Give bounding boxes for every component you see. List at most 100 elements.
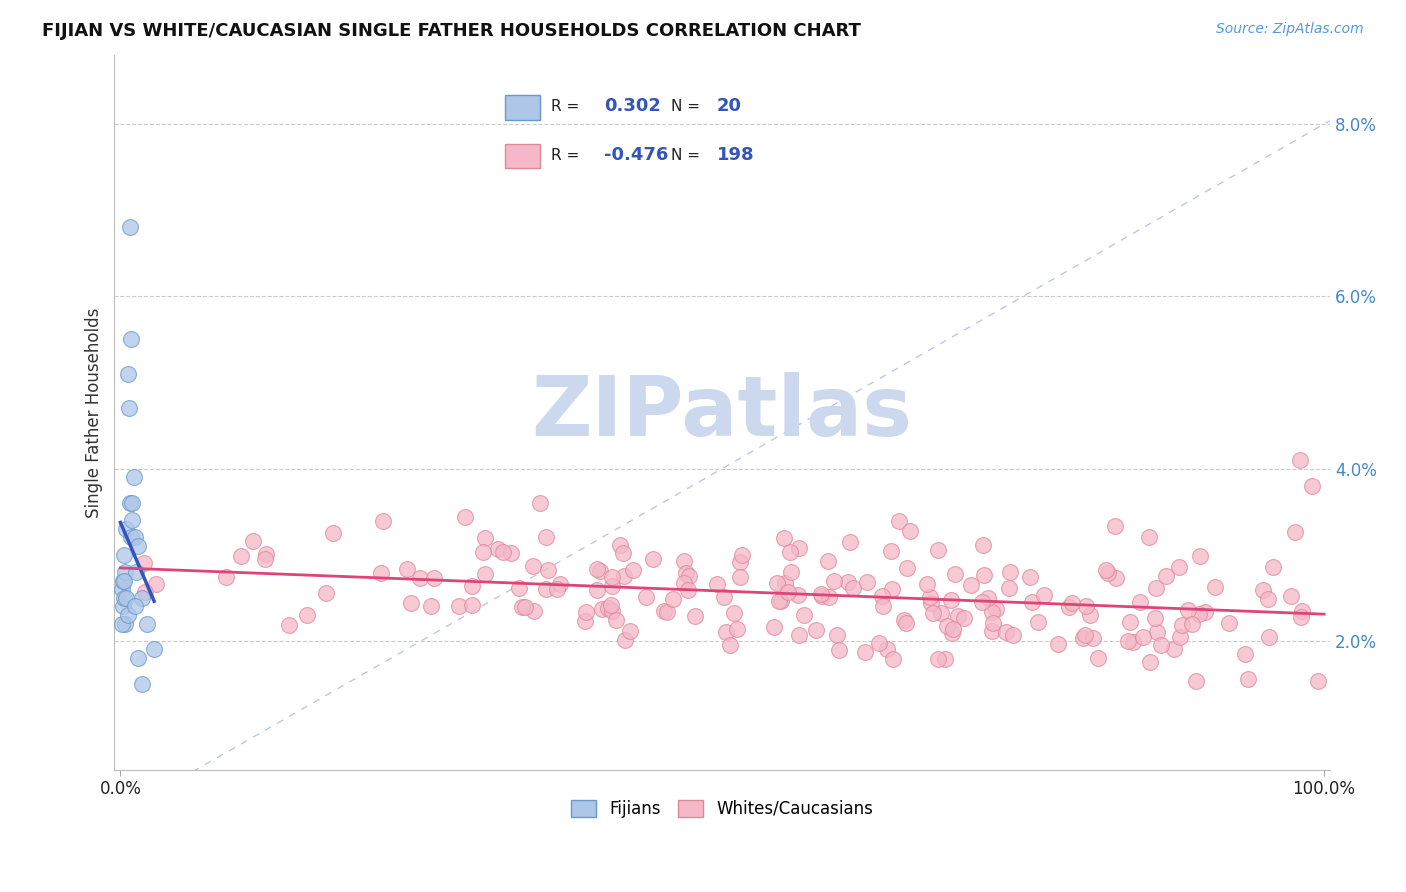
Point [1060,596,1083,610]
Point [315,586,337,600]
Point [1116,634,1139,648]
Point [1019,570,1042,584]
Point [810,587,832,601]
Point [1074,599,1097,614]
Point [619,624,641,638]
Point [1233,647,1256,661]
Point [508,582,530,596]
Point [896,561,918,575]
Point [1279,590,1302,604]
Point [449,599,471,613]
Point [423,571,446,585]
Point [111,616,134,631]
Point [1097,566,1119,580]
Point [934,651,956,665]
Point [474,531,496,545]
Point [127,651,149,665]
Point [994,624,1017,639]
Point [1081,631,1104,645]
Point [322,526,344,541]
Point [548,577,571,591]
Point [1026,615,1049,629]
Point [1087,651,1109,665]
Point [1080,607,1102,622]
Point [621,563,644,577]
Point [600,579,623,593]
Point [941,625,963,640]
Point [825,628,848,642]
Point [778,585,800,599]
Point [773,531,796,545]
Point [546,582,568,596]
Point [920,596,942,610]
Point [537,563,560,577]
Point [929,607,952,621]
Point [943,566,966,581]
Point [486,541,509,556]
Point [980,624,1002,639]
Point [600,570,623,584]
Point [499,546,522,560]
Point [396,562,419,576]
Point [596,601,619,615]
Point [1237,672,1260,686]
Point [853,645,876,659]
Point [254,551,277,566]
Point [1143,611,1166,625]
Point [131,677,153,691]
Point [1177,602,1199,616]
Point [409,571,432,585]
Point [120,220,142,235]
Point [980,605,1002,619]
Point [779,545,801,559]
Point [1021,595,1043,609]
Point [983,615,1005,630]
Point [124,599,146,614]
Point [1119,615,1142,629]
Point [927,542,949,557]
Point [1291,604,1313,618]
Point [115,522,138,536]
Point [370,566,392,581]
Point [942,622,965,636]
Point [652,604,675,618]
Point [609,538,631,552]
Point [673,576,696,591]
Point [676,582,699,597]
Point [1289,610,1312,624]
Point [953,611,976,625]
Point [1218,615,1240,630]
Point [492,544,515,558]
Point [1289,453,1312,467]
Point [887,514,910,528]
Point [1258,630,1281,644]
Point [793,607,815,622]
Point [922,606,945,620]
Text: ZIPatlas: ZIPatlas [531,372,912,453]
Point [872,599,894,613]
Point [586,562,609,576]
Point [1122,635,1144,649]
Point [1047,637,1070,651]
Point [591,602,613,616]
Point [773,576,796,591]
Point [1181,616,1204,631]
Point [716,624,738,639]
Point [605,613,627,627]
Point [419,599,441,614]
Point [977,591,1000,605]
Point [143,642,166,657]
Point [534,582,557,597]
Point [1139,656,1161,670]
Point [770,594,793,608]
Point [973,568,995,582]
Point [1129,594,1152,608]
Point [461,599,484,613]
Point [839,535,862,549]
Point [959,578,981,592]
Point [1105,571,1128,585]
Text: FIJIAN VS WHITE/CAUCASIAN SINGLE FATHER HOUSEHOLDS CORRELATION CHART: FIJIAN VS WHITE/CAUCASIAN SINGLE FATHER … [42,22,860,40]
Point [278,618,301,632]
Point [112,548,135,562]
Point [768,594,790,608]
